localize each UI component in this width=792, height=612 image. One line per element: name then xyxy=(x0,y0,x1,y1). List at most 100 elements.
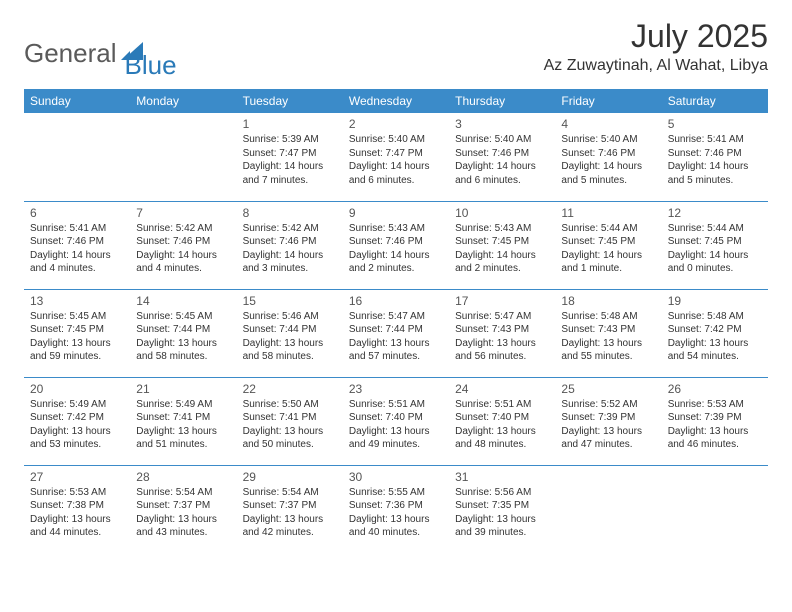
logo-word-general: General xyxy=(24,38,117,69)
day-number: 11 xyxy=(561,206,655,220)
col-sunday: Sunday xyxy=(24,89,130,113)
day-details: Sunrise: 5:44 AMSunset: 7:45 PMDaylight:… xyxy=(561,222,655,276)
logo-word-blue: Blue xyxy=(125,50,177,81)
col-monday: Monday xyxy=(130,89,236,113)
day-details: Sunrise: 5:41 AMSunset: 7:46 PMDaylight:… xyxy=(30,222,124,276)
calendar-cell: 17Sunrise: 5:47 AMSunset: 7:43 PMDayligh… xyxy=(449,289,555,377)
day-number: 20 xyxy=(30,382,124,396)
day-number: 9 xyxy=(349,206,443,220)
day-number: 12 xyxy=(668,206,762,220)
calendar-body: 1 Sunrise: 5:39 AMSunset: 7:47 PMDaylight… xyxy=(24,113,768,553)
day-number: 13 xyxy=(30,294,124,308)
calendar-cell: 10 Sunrise: 5:43 AMSunset: 7:45 PMDayligh… xyxy=(449,201,555,289)
col-tuesday: Tuesday xyxy=(237,89,343,113)
calendar-cell: 24 Sunrise: 5:51 AMSunset: 7:40 PMDayligh… xyxy=(449,377,555,465)
col-thursday: Thursday xyxy=(449,89,555,113)
day-number: 8 xyxy=(243,206,337,220)
day-details: Sunrise: 5:52 AMSunset: 7:39 PMDaylight:… xyxy=(561,398,655,452)
calendar-cell: 7Sunrise: 5:42 AMSunset: 7:46 PMDaylight… xyxy=(130,201,236,289)
day-number: 3 xyxy=(455,117,549,131)
day-number: 2 xyxy=(349,117,443,131)
calendar-row: 6 Sunrise: 5:41 AMSunset: 7:46 PMDaylight… xyxy=(24,201,768,289)
day-details: Sunrise: 5:46 AMSunset: 7:44 PMDaylight:… xyxy=(243,310,337,364)
day-number: 27 xyxy=(30,470,124,484)
day-details: Sunrise: 5:43 AMSunset: 7:45 PMDaylight:… xyxy=(455,222,549,276)
calendar-cell: 30 Sunrise: 5:55 AMSunset: 7:36 PMDayligh… xyxy=(343,465,449,553)
calendar-cell: 29 Sunrise: 5:54 AMSunset: 7:37 PMDayligh… xyxy=(237,465,343,553)
col-saturday: Saturday xyxy=(662,89,768,113)
day-details: Sunrise: 5:42 AMSunset: 7:46 PMDaylight:… xyxy=(136,222,230,276)
day-number: 10 xyxy=(455,206,549,220)
day-number: 28 xyxy=(136,470,230,484)
calendar-table: Sunday Monday Tuesday Wednesday Thursday… xyxy=(24,89,768,553)
calendar-row: 27Sunrise: 5:53 AMSunset: 7:38 PMDayligh… xyxy=(24,465,768,553)
day-details: Sunrise: 5:54 AMSunset: 7:37 PMDaylight:… xyxy=(136,486,230,540)
calendar-cell: 3 Sunrise: 5:40 AMSunset: 7:46 PMDaylight… xyxy=(449,113,555,201)
calendar-cell: 11 Sunrise: 5:44 AMSunset: 7:45 PMDayligh… xyxy=(555,201,661,289)
calendar-cell xyxy=(130,113,236,201)
day-number: 31 xyxy=(455,470,549,484)
day-details: Sunrise: 5:40 AMSunset: 7:46 PMDaylight:… xyxy=(561,133,655,187)
day-number: 15 xyxy=(243,294,337,308)
calendar-row: 13 Sunrise: 5:45 AMSunset: 7:45 PMDayligh… xyxy=(24,289,768,377)
day-number: 5 xyxy=(668,117,762,131)
day-number: 23 xyxy=(349,382,443,396)
day-number: 4 xyxy=(561,117,655,131)
calendar-cell: 4 Sunrise: 5:40 AMSunset: 7:46 PMDaylight… xyxy=(555,113,661,201)
day-details: Sunrise: 5:39 AMSunset: 7:47 PMDaylight:… xyxy=(243,133,337,187)
day-details: Sunrise: 5:49 AMSunset: 7:41 PMDaylight:… xyxy=(136,398,230,452)
calendar-cell xyxy=(662,465,768,553)
day-details: Sunrise: 5:56 AMSunset: 7:35 PMDaylight:… xyxy=(455,486,549,540)
day-number: 19 xyxy=(668,294,762,308)
calendar-cell: 2Sunrise: 5:40 AMSunset: 7:47 PMDaylight… xyxy=(343,113,449,201)
calendar-cell: 12Sunrise: 5:44 AMSunset: 7:45 PMDayligh… xyxy=(662,201,768,289)
month-title: July 2025 xyxy=(544,18,768,55)
day-details: Sunrise: 5:55 AMSunset: 7:36 PMDaylight:… xyxy=(349,486,443,540)
calendar-cell: 6 Sunrise: 5:41 AMSunset: 7:46 PMDaylight… xyxy=(24,201,130,289)
day-number: 30 xyxy=(349,470,443,484)
calendar-cell: 25 Sunrise: 5:52 AMSunset: 7:39 PMDayligh… xyxy=(555,377,661,465)
day-header-row: Sunday Monday Tuesday Wednesday Thursday… xyxy=(24,89,768,113)
calendar-cell: 8 Sunrise: 5:42 AMSunset: 7:46 PMDaylight… xyxy=(237,201,343,289)
col-friday: Friday xyxy=(555,89,661,113)
day-number: 14 xyxy=(136,294,230,308)
calendar-cell: 9 Sunrise: 5:43 AMSunset: 7:46 PMDaylight… xyxy=(343,201,449,289)
logo: General Blue xyxy=(24,18,177,81)
col-wednesday: Wednesday xyxy=(343,89,449,113)
day-number: 25 xyxy=(561,382,655,396)
day-details: Sunrise: 5:53 AMSunset: 7:39 PMDaylight:… xyxy=(668,398,762,452)
day-details: Sunrise: 5:48 AMSunset: 7:42 PMDaylight:… xyxy=(668,310,762,364)
calendar-cell: 21Sunrise: 5:49 AMSunset: 7:41 PMDayligh… xyxy=(130,377,236,465)
day-number: 1 xyxy=(243,117,337,131)
calendar-cell: 14 Sunrise: 5:45 AMSunset: 7:44 PMDayligh… xyxy=(130,289,236,377)
calendar-cell xyxy=(555,465,661,553)
day-number: 16 xyxy=(349,294,443,308)
day-number: 6 xyxy=(30,206,124,220)
calendar-cell: 19 Sunrise: 5:48 AMSunset: 7:42 PMDayligh… xyxy=(662,289,768,377)
header: General Blue July 2025 Az Zuwaytinah, Al… xyxy=(24,18,768,81)
day-details: Sunrise: 5:40 AMSunset: 7:46 PMDaylight:… xyxy=(455,133,549,187)
calendar-cell: 26Sunrise: 5:53 AMSunset: 7:39 PMDayligh… xyxy=(662,377,768,465)
day-number: 22 xyxy=(243,382,337,396)
calendar-cell: 23Sunrise: 5:51 AMSunset: 7:40 PMDayligh… xyxy=(343,377,449,465)
day-details: Sunrise: 5:51 AMSunset: 7:40 PMDaylight:… xyxy=(455,398,549,452)
calendar-cell: 31 Sunrise: 5:56 AMSunset: 7:35 PMDayligh… xyxy=(449,465,555,553)
calendar-cell xyxy=(24,113,130,201)
day-details: Sunrise: 5:45 AMSunset: 7:45 PMDaylight:… xyxy=(30,310,124,364)
day-details: Sunrise: 5:45 AMSunset: 7:44 PMDaylight:… xyxy=(136,310,230,364)
day-details: Sunrise: 5:43 AMSunset: 7:46 PMDaylight:… xyxy=(349,222,443,276)
calendar-cell: 16 Sunrise: 5:47 AMSunset: 7:44 PMDayligh… xyxy=(343,289,449,377)
day-number: 18 xyxy=(561,294,655,308)
calendar-cell: 15 Sunrise: 5:46 AMSunset: 7:44 PMDayligh… xyxy=(237,289,343,377)
day-details: Sunrise: 5:42 AMSunset: 7:46 PMDaylight:… xyxy=(243,222,337,276)
calendar-cell: 28 Sunrise: 5:54 AMSunset: 7:37 PMDayligh… xyxy=(130,465,236,553)
day-details: Sunrise: 5:49 AMSunset: 7:42 PMDaylight:… xyxy=(30,398,124,452)
day-details: Sunrise: 5:47 AMSunset: 7:44 PMDaylight:… xyxy=(349,310,443,364)
day-number: 24 xyxy=(455,382,549,396)
calendar-cell: 5 Sunrise: 5:41 AMSunset: 7:46 PMDaylight… xyxy=(662,113,768,201)
calendar-cell: 27Sunrise: 5:53 AMSunset: 7:38 PMDayligh… xyxy=(24,465,130,553)
day-details: Sunrise: 5:54 AMSunset: 7:37 PMDaylight:… xyxy=(243,486,337,540)
calendar-row: 1 Sunrise: 5:39 AMSunset: 7:47 PMDaylight… xyxy=(24,113,768,201)
day-details: Sunrise: 5:41 AMSunset: 7:46 PMDaylight:… xyxy=(668,133,762,187)
day-number: 29 xyxy=(243,470,337,484)
